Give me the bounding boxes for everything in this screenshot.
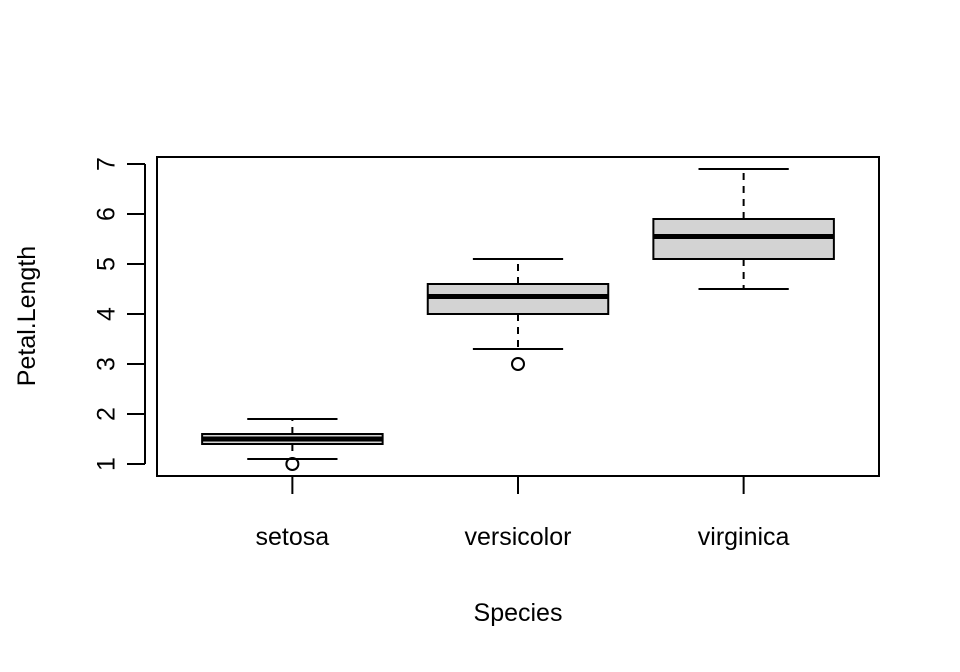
y-axis-label: Petal.Length xyxy=(13,246,41,386)
y-tick-label: 4 xyxy=(93,307,121,321)
box-group-versicolor xyxy=(426,258,610,371)
boxplot-marks xyxy=(201,168,835,471)
y-tick-label: 3 xyxy=(93,357,121,371)
plot-frame xyxy=(156,156,880,477)
box-group-setosa xyxy=(201,418,384,471)
x-axis: setosa versicolor virginica xyxy=(256,475,790,551)
y-axis: 1 2 3 4 5 6 7 xyxy=(93,157,146,471)
x-axis-label: Species xyxy=(474,599,563,627)
x-tick-label: setosa xyxy=(256,523,330,551)
y-tick-label: 1 xyxy=(93,457,121,471)
box-group-virginica xyxy=(652,168,835,290)
x-tick-label: virginica xyxy=(698,523,790,551)
y-tick-label: 2 xyxy=(93,407,121,421)
y-tick-label: 7 xyxy=(93,157,121,171)
outlier-point xyxy=(511,357,525,371)
y-tick-label: 6 xyxy=(93,207,121,221)
y-tick-label: 5 xyxy=(93,257,121,271)
outlier-point xyxy=(285,457,300,471)
x-tick-label: versicolor xyxy=(465,523,572,551)
